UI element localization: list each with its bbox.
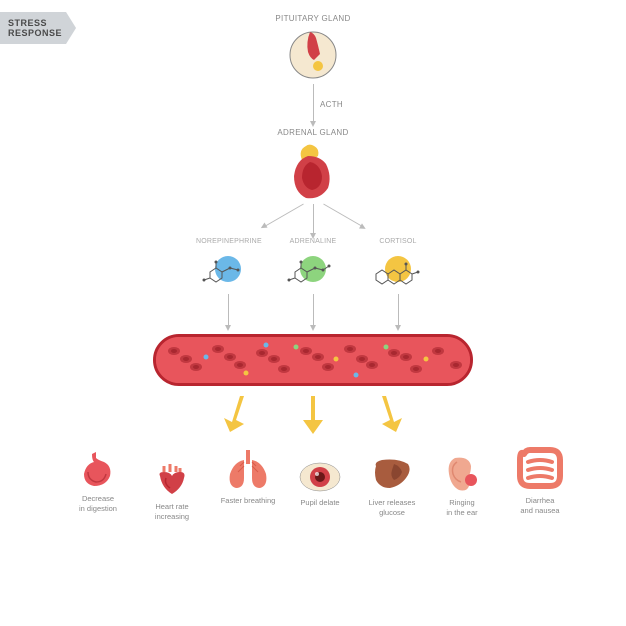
cortisol-label: CORTISOL <box>366 238 430 245</box>
arrow-pituitary-adrenal <box>313 84 314 122</box>
acth-label: ACTH <box>320 100 360 109</box>
arrow-cortisol-vessel <box>398 294 399 326</box>
pituitary-label: PITUITARY GLAND <box>260 14 366 23</box>
ear-label: Ringing in the ear <box>434 498 490 518</box>
effect-liver: Liver releases glucose <box>362 456 422 518</box>
hormone-adrenaline: ADRENALINE <box>281 238 345 290</box>
effect-intestine: Diarrhea and nausea <box>508 446 572 516</box>
norepi-label: NOREPINEPHRINE <box>196 238 260 245</box>
eye-label: Pupil delate <box>292 498 348 508</box>
effect-eye: Pupil delate <box>292 460 348 508</box>
arrow-adrenal-cortisol <box>323 204 362 227</box>
yellow-arrows <box>210 392 416 436</box>
effect-ear: Ringing in the ear <box>434 452 490 518</box>
lungs-label: Faster breathing <box>218 496 278 506</box>
arrow-adrenaline-vessel <box>313 294 314 326</box>
effect-lungs: Faster breathing <box>218 448 278 506</box>
hormone-cortisol: CORTISOL <box>366 238 430 290</box>
heart-icon <box>152 458 192 498</box>
effect-stomach: Decrease in digestion <box>70 450 126 514</box>
liver-label: Liver releases glucose <box>362 498 422 518</box>
pituitary-gland-icon <box>288 30 338 85</box>
title-text: STRESS RESPONSE <box>8 18 62 38</box>
effect-heart: Heart rate increasing <box>144 458 200 522</box>
adrenal-label: ADRENAL GLAND <box>260 128 366 137</box>
arrow-adrenal-adrenaline <box>313 204 314 234</box>
intestine-label: Diarrhea and nausea <box>508 496 572 516</box>
adrenaline-label: ADRENALINE <box>281 238 345 245</box>
hormone-norepinephrine: NOREPINEPHRINE <box>196 238 260 290</box>
liver-icon <box>370 456 414 494</box>
eye-icon <box>298 460 342 494</box>
title-tab: STRESS RESPONSE <box>0 12 76 44</box>
lungs-icon <box>224 448 272 492</box>
intestine-icon <box>516 446 564 492</box>
heart-label: Heart rate increasing <box>144 502 200 522</box>
blood-vessel <box>153 334 473 386</box>
adrenal-gland-icon <box>290 142 336 207</box>
stomach-label: Decrease in digestion <box>70 494 126 514</box>
arrow-adrenal-norepi <box>265 204 304 227</box>
ear-icon <box>443 452 481 494</box>
arrow-norepi-vessel <box>228 294 229 326</box>
stomach-icon <box>78 450 118 490</box>
